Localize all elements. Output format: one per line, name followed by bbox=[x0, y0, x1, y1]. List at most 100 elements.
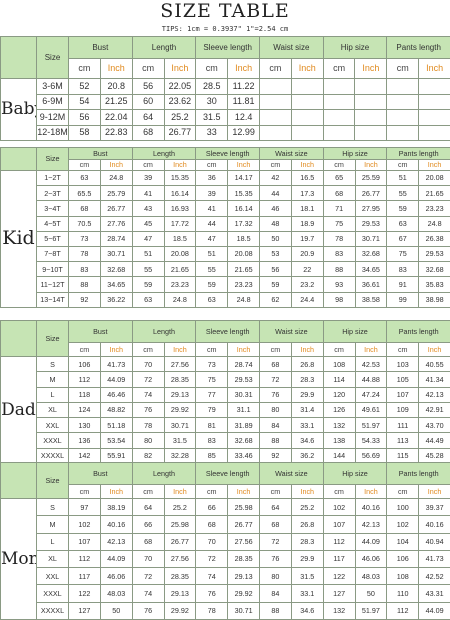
group-label: Baby bbox=[1, 79, 37, 141]
measure-cell bbox=[355, 79, 387, 95]
group-label: Dad bbox=[1, 357, 37, 464]
measure-cell: 38.98 bbox=[419, 292, 450, 307]
unit-cm: cm bbox=[260, 485, 292, 499]
measure-cell bbox=[260, 125, 292, 141]
unit-cm: cm bbox=[323, 59, 355, 79]
unit-cm: cm bbox=[69, 343, 101, 357]
measure-cell: 25.98 bbox=[164, 516, 196, 533]
measure-cell: 68 bbox=[323, 186, 355, 201]
measure-cell: 59 bbox=[260, 277, 292, 292]
measure-cell: 66 bbox=[196, 499, 228, 516]
measure-cell: 83 bbox=[69, 262, 101, 277]
measure-cell: 34.65 bbox=[100, 277, 132, 292]
measure-cell: 28.35 bbox=[228, 550, 260, 567]
unit-inch: Inch bbox=[291, 343, 323, 357]
measure-cell: 23.23 bbox=[419, 201, 450, 216]
measure-cell: 100 bbox=[387, 499, 419, 516]
measure-cell: 30.71 bbox=[164, 418, 196, 433]
column-header: Waist size bbox=[260, 148, 324, 160]
measure-cell: 14.17 bbox=[228, 171, 260, 186]
column-header: Pants length bbox=[387, 148, 450, 160]
measure-cell: 70 bbox=[132, 550, 164, 567]
measure-cell bbox=[291, 125, 323, 141]
unit-cm: cm bbox=[69, 59, 101, 79]
measure-cell: 68 bbox=[196, 516, 228, 533]
measure-cell: 36.61 bbox=[355, 277, 387, 292]
measure-cell: 78 bbox=[196, 602, 228, 619]
measure-cell: 20.9 bbox=[291, 246, 323, 261]
size-cell: 9~10T bbox=[37, 262, 69, 277]
measure-cell: 70 bbox=[196, 533, 228, 550]
measure-cell: 29.92 bbox=[164, 402, 196, 417]
size-cell: 2~3T bbox=[37, 186, 69, 201]
measure-cell: 63 bbox=[132, 292, 164, 307]
measure-cell: 40.16 bbox=[355, 499, 387, 516]
measure-cell: 29.13 bbox=[164, 387, 196, 402]
measure-cell: 112 bbox=[323, 533, 355, 550]
unit-cm: cm bbox=[323, 485, 355, 499]
conversion-tips: TIPS: 1cm = 0.3937" 1"=2.54 cm bbox=[0, 23, 450, 35]
measure-cell: 105 bbox=[387, 372, 419, 387]
measure-cell: 106 bbox=[387, 550, 419, 567]
measure-cell: 65 bbox=[323, 171, 355, 186]
measure-cell bbox=[291, 94, 323, 110]
measure-cell: 112 bbox=[69, 372, 101, 387]
measure-cell: 73 bbox=[196, 357, 228, 372]
measure-cell: 31.5 bbox=[291, 568, 323, 585]
measure-cell bbox=[291, 79, 323, 95]
measure-cell: 51.97 bbox=[355, 602, 387, 619]
measure-cell: 17.72 bbox=[164, 216, 196, 231]
measure-cell: 20.08 bbox=[164, 246, 196, 261]
measure-cell: 44.09 bbox=[100, 550, 132, 567]
unit-cm: cm bbox=[387, 59, 419, 79]
measure-cell: 54 bbox=[69, 94, 101, 110]
unit-cm: cm bbox=[69, 160, 101, 171]
size-cell: S bbox=[37, 357, 69, 372]
measure-cell: 23.23 bbox=[228, 277, 260, 292]
measure-cell: 67 bbox=[387, 231, 419, 246]
measure-cell: 51 bbox=[196, 246, 228, 261]
measure-cell bbox=[387, 94, 419, 110]
measure-cell: 26.38 bbox=[419, 231, 450, 246]
unit-cm: cm bbox=[132, 59, 164, 79]
size-cell: XL bbox=[37, 550, 69, 567]
measure-cell: 76 bbox=[260, 387, 292, 402]
column-header: Hip size bbox=[323, 148, 387, 160]
measure-cell: 30.71 bbox=[355, 231, 387, 246]
measure-cell: 29.92 bbox=[164, 602, 196, 619]
measure-cell: 107 bbox=[323, 516, 355, 533]
measure-cell bbox=[419, 110, 450, 126]
measure-cell: 78 bbox=[132, 418, 164, 433]
measure-cell: 36 bbox=[196, 171, 228, 186]
measure-cell: 51.97 bbox=[355, 418, 387, 433]
measure-cell: 29.53 bbox=[355, 216, 387, 231]
measure-cell: 72 bbox=[260, 533, 292, 550]
measure-cell: 24.8 bbox=[100, 171, 132, 186]
measure-cell bbox=[355, 110, 387, 126]
column-header: Length bbox=[132, 463, 196, 485]
measure-cell bbox=[387, 110, 419, 126]
measure-cell: 83 bbox=[387, 262, 419, 277]
measure-cell: 130 bbox=[69, 418, 101, 433]
unit-inch: Inch bbox=[228, 485, 260, 499]
measure-cell: 79 bbox=[196, 402, 228, 417]
measure-cell: 32.68 bbox=[100, 262, 132, 277]
measure-cell: 44 bbox=[196, 216, 228, 231]
measure-cell: 25.98 bbox=[228, 499, 260, 516]
unit-cm: cm bbox=[132, 343, 164, 357]
unit-inch: Inch bbox=[228, 160, 260, 171]
measure-cell: 21.65 bbox=[228, 262, 260, 277]
unit-inch: Inch bbox=[100, 485, 132, 499]
unit-inch: Inch bbox=[100, 59, 132, 79]
measure-cell: 114 bbox=[323, 372, 355, 387]
size-column-header: Size bbox=[37, 37, 69, 79]
table-row: MomS9738.196425.26625.986425.210240.1610… bbox=[1, 499, 450, 516]
measure-cell: 28.5 bbox=[196, 79, 228, 95]
